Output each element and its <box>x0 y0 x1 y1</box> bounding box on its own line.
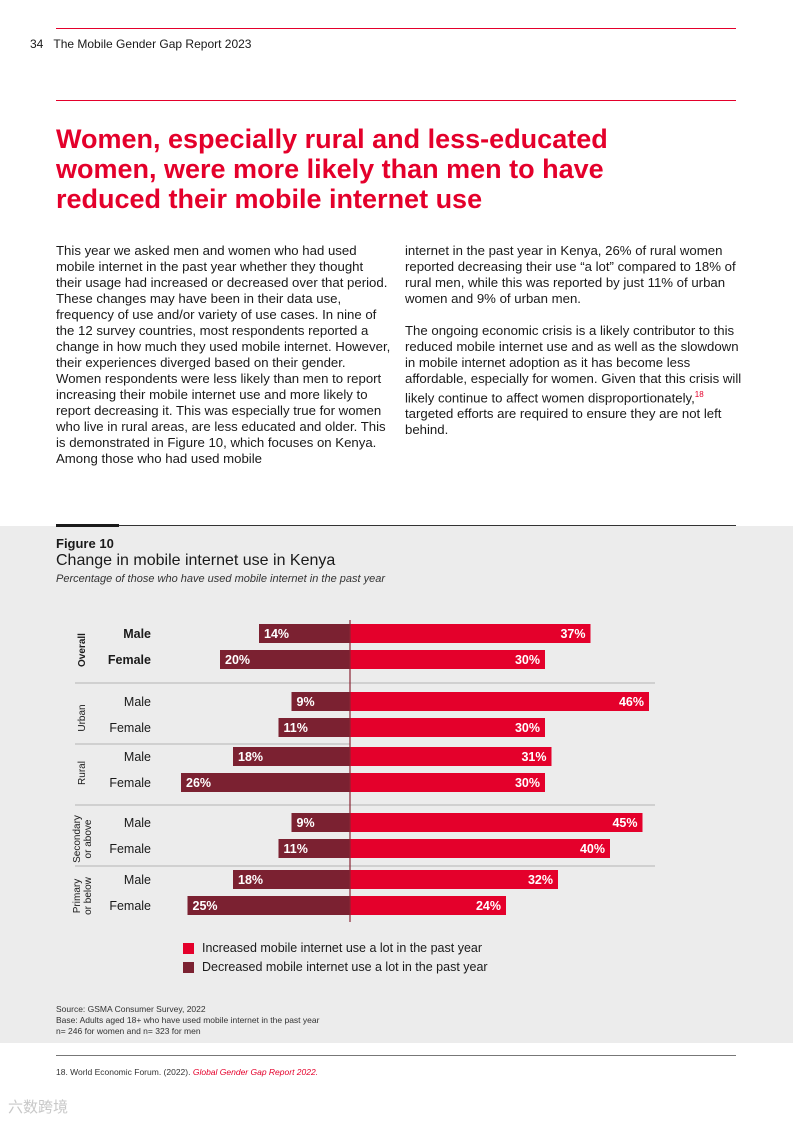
bar-increased <box>350 650 545 669</box>
value-label-increased: 46% <box>619 695 644 709</box>
top-rule <box>56 28 736 29</box>
row-label: Female <box>109 776 151 790</box>
bar-decreased <box>259 624 350 643</box>
page-number: 34 <box>30 37 44 51</box>
value-label-decreased: 18% <box>238 750 263 764</box>
group-label: Overall <box>77 633 88 667</box>
value-label-decreased: 11% <box>284 721 308 735</box>
row-label: Male <box>124 816 151 830</box>
value-label-decreased: 26% <box>186 776 211 790</box>
bar-increased <box>350 773 545 792</box>
value-label-decreased: 18% <box>238 873 263 887</box>
bar-increased <box>350 839 610 858</box>
group-label: Urban <box>77 704 88 731</box>
body-text: The ongoing economic crisis is a likely … <box>405 323 742 406</box>
bar-increased <box>350 870 558 889</box>
bar-decreased <box>233 747 350 766</box>
bar-increased <box>350 813 643 832</box>
value-label-increased: 31% <box>521 750 546 764</box>
watermark-logo: 六数跨境 <box>8 1099 69 1116</box>
footnote-text: 18. World Economic Forum. (2022). <box>56 1067 193 1077</box>
value-label-increased: 30% <box>515 721 540 735</box>
row-label: Male <box>124 873 151 887</box>
figure-subtitle: Percentage of those who have used mobile… <box>56 573 385 585</box>
sample-note: n= 246 for women and n= 323 for men <box>56 1026 201 1036</box>
value-label-increased: 45% <box>612 816 637 830</box>
legend-increased: Increased mobile internet use a lot in t… <box>183 941 482 955</box>
legend-swatch-increased <box>183 942 194 954</box>
group-label: Secondary <box>72 815 83 863</box>
diverging-bar-chart: Overall Male 14% 37% Female 20% 30% Urban Male 9%… <box>72 620 655 922</box>
legend-decreased: Decreased mobile internet use a lot in t… <box>183 960 488 974</box>
body-paragraph: The ongoing economic crisis is a likely … <box>405 323 745 438</box>
page-header: 34 The Mobile Gender Gap Report 2023 <box>30 37 251 51</box>
body-paragraph: internet in the past year in Kenya, 26% … <box>405 243 736 306</box>
bar-decreased <box>291 813 350 832</box>
value-label-decreased: 9% <box>297 816 315 830</box>
legend-label-increased: Increased mobile internet use a lot in t… <box>202 941 483 955</box>
page-headline: Women, especially rural and less-educate… <box>56 124 608 214</box>
value-label-decreased: 9% <box>297 695 315 709</box>
bar-increased <box>350 747 552 766</box>
row-label: Female <box>109 842 151 856</box>
value-label-increased: 40% <box>580 842 605 856</box>
body-column-left: This year we asked men and women who had… <box>56 243 391 483</box>
figure-number: Figure 10 <box>56 536 114 551</box>
row-label: Female <box>109 721 151 735</box>
base-note: Base: Adults aged 18+ who have used mobi… <box>56 1015 320 1025</box>
figure-title: Change in mobile internet use in Kenya <box>56 552 336 569</box>
bar-increased <box>350 718 545 737</box>
group-label: or below <box>83 876 94 915</box>
row-label: Male <box>124 695 151 709</box>
bar-increased <box>350 896 506 915</box>
value-label-increased: 30% <box>515 653 540 667</box>
value-label-increased: 37% <box>560 627 585 641</box>
footnote: 18. World Economic Forum. (2022). Global… <box>56 1067 318 1077</box>
bar-decreased <box>187 896 350 915</box>
row-label: Male <box>124 750 151 764</box>
footnote-source-link[interactable]: Global Gender Gap Report 2022. <box>192 1067 319 1077</box>
row-label: Female <box>108 653 151 667</box>
legend-label-decreased: Decreased mobile internet use a lot in t… <box>202 960 488 974</box>
bar-decreased <box>278 839 350 858</box>
value-label-increased: 32% <box>528 873 553 887</box>
group-label: or above <box>83 819 94 858</box>
bar-decreased <box>278 718 350 737</box>
row-label: Female <box>109 899 151 913</box>
bar-increased <box>350 624 591 643</box>
body-paragraph: This year we asked men and women who had… <box>56 243 391 466</box>
bar-decreased <box>181 773 350 792</box>
source-note: Source: GSMA Consumer Survey, 2022 <box>56 1004 206 1014</box>
section-rule <box>56 100 736 101</box>
report-title: The Mobile Gender Gap Report 2023 <box>53 37 252 51</box>
figure-rule <box>56 525 736 526</box>
legend-swatch-decreased <box>183 961 194 973</box>
group-label: Rural <box>77 761 88 785</box>
body-column-right: internet in the past year in Kenya, 26% … <box>405 243 745 454</box>
value-label-decreased: 20% <box>225 653 250 667</box>
bar-decreased <box>291 692 350 711</box>
value-label-decreased: 14% <box>264 627 289 641</box>
footnote-rule <box>56 1055 736 1056</box>
value-label-decreased: 11% <box>284 842 308 856</box>
value-label-decreased: 25% <box>193 899 218 913</box>
value-label-increased: 24% <box>476 899 501 913</box>
body-text: targeted efforts are required to ensure … <box>405 406 722 438</box>
group-label: Primary <box>72 879 83 913</box>
figure-rule-accent <box>56 524 119 527</box>
value-label-increased: 30% <box>515 776 540 790</box>
footnote-ref[interactable]: 18 <box>694 390 704 399</box>
bar-decreased <box>233 870 350 889</box>
row-label: Male <box>123 627 151 641</box>
bar-increased <box>350 692 649 711</box>
bar-decreased <box>220 650 350 669</box>
